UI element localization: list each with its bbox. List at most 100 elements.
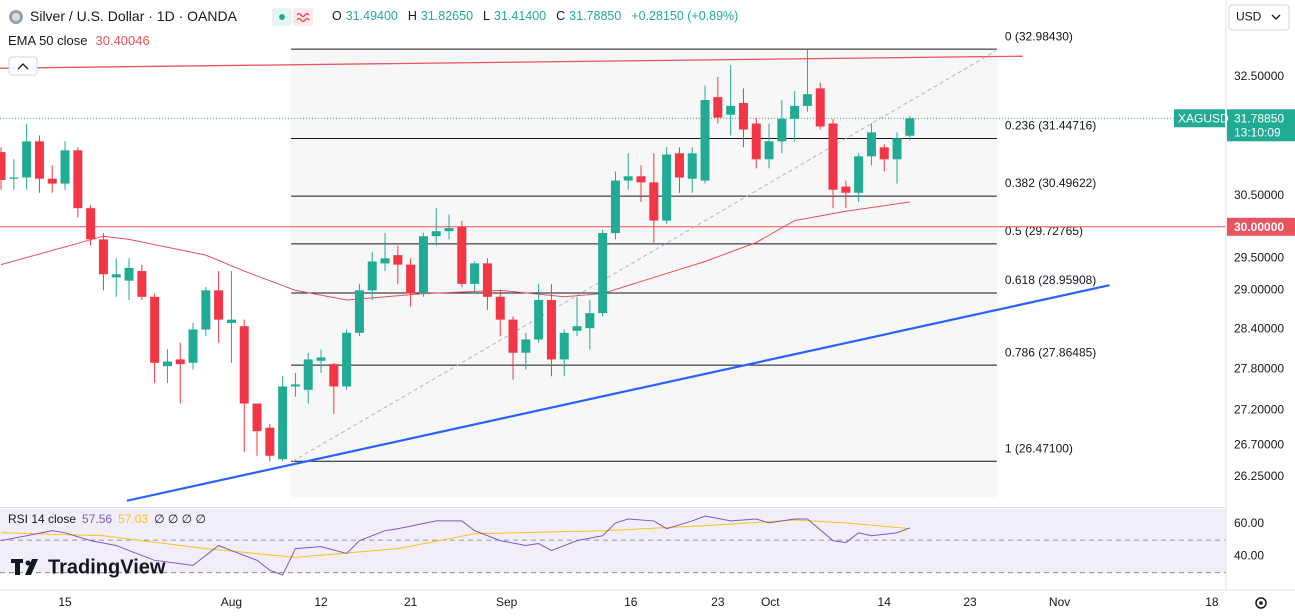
fib-label: 0.786 (27.86485): [1005, 345, 1096, 359]
fib-label: 0.382 (30.49622): [1005, 176, 1096, 190]
fib-label: 0 (32.98430): [1005, 29, 1073, 43]
candle-body: [662, 154, 672, 221]
fib-label: 0.5 (29.72765): [1005, 224, 1083, 238]
price-label-box: [1227, 109, 1295, 142]
candle-body: [623, 176, 633, 181]
fib-background: [291, 49, 997, 498]
candle-body: [751, 123, 761, 160]
fib-label: 0.618 (28.95908): [1005, 273, 1096, 287]
y-tick-label: 29.00000: [1234, 283, 1284, 297]
candle-body: [598, 233, 608, 314]
candle-body: [137, 271, 147, 297]
settings-button[interactable]: [1255, 597, 1267, 609]
candle-body: [124, 267, 134, 281]
fib-label: 1 (26.47100): [1005, 441, 1073, 455]
symbol-icon-inner: [12, 13, 20, 21]
candle-body: [329, 364, 339, 387]
rsi-legend: RSI 14 close 57.56 57.03 ∅ ∅ ∅ ∅: [8, 512, 206, 526]
ohlc-key: L: [483, 9, 490, 23]
rsi-flags: ∅ ∅ ∅ ∅: [154, 512, 206, 526]
price-label: 31.78850: [1234, 111, 1284, 125]
candle-body: [482, 263, 492, 297]
candle-body: [457, 226, 467, 284]
candle-body: [815, 88, 825, 127]
ema-value: 30.40046: [95, 33, 150, 48]
rsi-ma-line: [1, 519, 910, 558]
rsi-band: [0, 509, 1226, 573]
ohlc-value: 31.49400: [345, 9, 398, 23]
rsi-value: 57.56: [82, 512, 113, 526]
candle-body: [572, 326, 582, 331]
x-tick-label: Nov: [1049, 595, 1070, 609]
ohlc-key: O: [332, 9, 342, 23]
candle-body: [700, 100, 710, 181]
x-tick-label: Sep: [496, 595, 518, 609]
candle-body: [559, 332, 569, 360]
change: +0.28150 (+0.89%): [631, 9, 739, 23]
candle-body: [393, 255, 403, 265]
candle-body: [265, 427, 275, 456]
candle-body: [252, 403, 262, 432]
y-tick-label: 29.50000: [1234, 250, 1284, 264]
candle-body: [47, 178, 57, 184]
rsi-tick-label: 40.00: [1234, 549, 1264, 563]
candle-body: [610, 180, 620, 234]
candle-body: [406, 264, 416, 294]
candle-body: [495, 296, 505, 320]
collapse-button[interactable]: [8, 56, 38, 76]
candle-body: [713, 97, 723, 118]
y-tick-label: 27.20000: [1234, 403, 1284, 417]
ema-name: EMA 50 close: [8, 33, 88, 48]
rsi-ma-value: 57.03: [118, 512, 149, 526]
collapse-icon: [17, 63, 29, 70]
candle-body: [431, 231, 441, 237]
candle-body: [0, 152, 6, 180]
candle-body: [278, 386, 288, 460]
candle-body: [175, 359, 185, 365]
y-tick-label: 26.70000: [1234, 437, 1284, 451]
currency-select[interactable]: [1228, 4, 1290, 31]
ohlc-value: 31.82650: [420, 9, 474, 23]
candle-body: [214, 290, 224, 320]
candle-body: [649, 182, 659, 221]
candle-body: [162, 361, 172, 367]
candle-body: [188, 329, 198, 363]
y-tick-label: 32.50000: [1234, 69, 1284, 83]
x-tick-label: 16: [624, 595, 638, 609]
rsi-pane: [0, 509, 1226, 576]
dropdown-arrow: [1271, 14, 1281, 20]
symbol-label: XAGUSD: [1178, 111, 1229, 125]
candle-body: [444, 228, 454, 232]
candle-body: [367, 261, 377, 291]
candle-body: [380, 258, 390, 264]
candle-body: [22, 141, 32, 178]
market-status-dot: [279, 14, 285, 20]
y-tick-label: 30.50000: [1234, 188, 1284, 202]
candle-body: [73, 150, 83, 209]
ohlc-value: 31.41400: [494, 9, 547, 23]
candle-body: [239, 326, 249, 404]
candle-body: [150, 296, 160, 363]
ohlc-key: C: [556, 9, 566, 23]
candle-body: [201, 290, 211, 330]
brand-logo: [11, 559, 38, 575]
candle-body: [764, 141, 774, 160]
x-tick-label: 12: [314, 595, 328, 609]
x-tick-label: 18: [1205, 595, 1219, 609]
x-tick-label: Aug: [221, 595, 242, 609]
trend-line: [292, 50, 996, 462]
candle-body: [687, 153, 697, 179]
x-tick-label: 23: [711, 595, 725, 609]
candle-body: [854, 156, 864, 193]
x-tick-label: 21: [404, 595, 418, 609]
y-tick-label: 26.25000: [1234, 469, 1284, 483]
candle-body: [738, 102, 748, 130]
ema-line: [0, 201, 910, 301]
header-row: Silver / U.S. Dollar · 1D · OANDA: [30, 8, 237, 24]
ohlc-value: 31.78850: [569, 9, 622, 23]
candle-body: [802, 94, 812, 106]
candle-body: [905, 118, 915, 136]
rsi-line: [0, 515, 911, 576]
candle-body: [86, 208, 96, 240]
